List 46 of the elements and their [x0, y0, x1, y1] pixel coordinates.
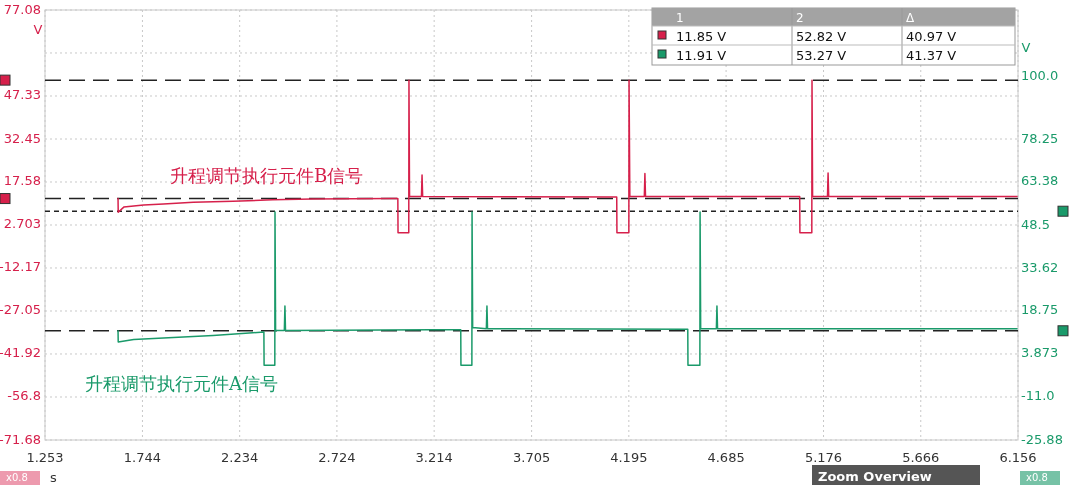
x-tick-label: 2.234 — [221, 450, 259, 465]
y2-tick-label: 63.38 — [1021, 173, 1059, 189]
annotation: 11.85 V — [676, 29, 727, 44]
y-tick-label: 17.58 — [3, 173, 41, 189]
x-tick-label: 2.724 — [318, 450, 356, 465]
y-tick-label: 32.45 — [3, 130, 41, 146]
y2-tick-label: 3.873 — [1021, 345, 1059, 361]
y-tick-label: -71.68 — [0, 431, 41, 447]
annotation: 52.82 V — [796, 29, 847, 44]
line-series — [117, 79, 1018, 234]
y-tick-label: 47.33 — [3, 87, 41, 103]
x-axis-title: s — [50, 470, 57, 485]
x-tick-label: 6.156 — [999, 450, 1037, 465]
y-tick-label: 2.703 — [3, 216, 41, 232]
line-series — [117, 211, 1018, 366]
y-axis-title: V — [33, 22, 43, 37]
x-tick-label: 5.176 — [804, 450, 843, 465]
x-tick-label: 4.195 — [610, 450, 648, 465]
x-tick-label: 3.705 — [512, 450, 551, 465]
y-tick-label: -56.8 — [7, 388, 41, 404]
annotation: 40.97 V — [906, 29, 957, 44]
x-tick-label: 1.253 — [26, 450, 64, 465]
y-tick-label: -41.92 — [0, 345, 41, 361]
y2-tick-label: 33.62 — [1021, 259, 1059, 275]
y2-tick-label: 100.0 — [1021, 67, 1059, 83]
annotation: 1 — [676, 11, 684, 25]
x-tick-label: 4.685 — [707, 450, 745, 465]
y2-tick-label: 18.75 — [1021, 302, 1059, 318]
annotation: 41.37 V — [906, 48, 957, 63]
y2-tick-label: 48.5 — [1021, 216, 1050, 232]
y2-tick-label: -11.0 — [1021, 388, 1055, 404]
y-tick-label: -12.17 — [0, 259, 41, 275]
series-label: 升程调节执行元件B信号 — [170, 165, 364, 186]
x-tick-label: 3.214 — [415, 450, 453, 465]
y-tick-label: 77.08 — [3, 1, 41, 17]
annotation: 53.27 V — [796, 48, 847, 63]
y-tick-label: -27.05 — [0, 302, 41, 318]
x-tick-label: 5.666 — [902, 450, 940, 465]
annotation: Δ — [906, 11, 915, 25]
annotation: 2 — [796, 11, 804, 25]
y2-tick-label: -25.88 — [1021, 431, 1063, 447]
x-tick-label: 1.744 — [123, 450, 162, 465]
y2-tick-label: 78.25 — [1021, 130, 1059, 146]
annotation: 11.91 V — [676, 48, 727, 63]
y2-axis-title: V — [1021, 40, 1031, 55]
series-label: 升程调节执行元件A信号 — [85, 373, 278, 394]
